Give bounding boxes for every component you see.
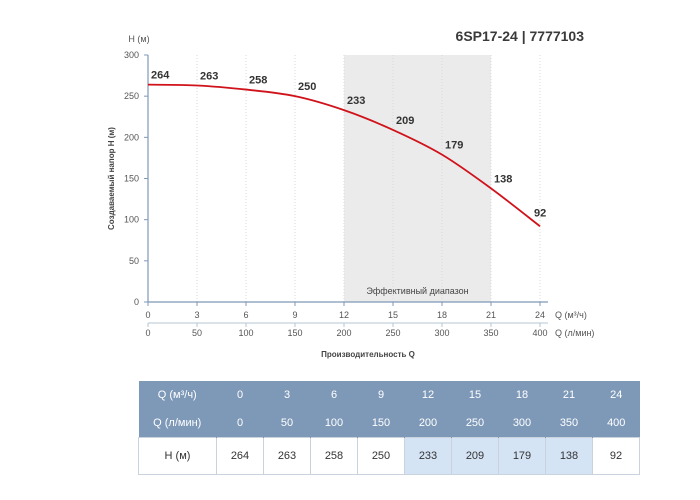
table-cell: 200	[404, 409, 452, 438]
table-cell: 0	[216, 409, 264, 438]
data-label: 258	[249, 75, 267, 87]
y-tick-label: 300	[124, 50, 139, 60]
table-cell: 100	[310, 409, 358, 438]
y-tick-label: 50	[129, 256, 139, 266]
x-tick-label: 15	[388, 310, 398, 320]
table-cell: 179	[498, 437, 546, 475]
table-cell: 50	[263, 409, 311, 438]
table-cell: 21	[545, 381, 593, 409]
table-cell: 150	[357, 409, 405, 438]
tick-labels: 0501001502002503000035061009150122001525…	[107, 34, 594, 359]
grid-lines	[196, 55, 541, 302]
table-cell: 0	[216, 381, 264, 409]
table-cell: 250	[451, 409, 499, 438]
y-tick-label: 0	[134, 297, 139, 307]
efficient-range-band-group: Эффективный диапазон	[344, 55, 491, 302]
efficient-range-band	[344, 55, 491, 302]
data-label: 263	[200, 70, 218, 82]
table-cell: 264	[216, 437, 264, 475]
x2-tick-label: 300	[434, 328, 449, 338]
x-unit-secondary: Q (л/мин)	[555, 328, 594, 338]
x2-tick-label: 50	[192, 328, 202, 338]
performance-table: Q (м³/ч) 0 3 6 9 12 15 18 21 24 Q (л/мин) 0 50 100 150…	[138, 381, 640, 475]
head-curve-line	[147, 83, 541, 227]
y-tick-label: 150	[124, 174, 139, 184]
table-cell: 258	[310, 437, 358, 475]
x2-tick-label: 250	[385, 328, 400, 338]
x-tick-label: 6	[243, 310, 248, 320]
data-label: 138	[494, 173, 512, 185]
pump-curve-chart: Эффективный диапазон 0501001502002503000…	[107, 34, 594, 359]
y-tick-label: 250	[124, 91, 139, 101]
x-tick-label: 3	[194, 310, 199, 320]
data-label: 179	[445, 140, 463, 152]
table-row: Q (м³/ч) 0 3 6 9 12 15 18 21 24	[138, 381, 640, 409]
x-tick-label: 24	[535, 310, 545, 320]
x-axis-title: Производительность Q	[321, 350, 415, 359]
y-tick-label: 200	[124, 132, 139, 142]
y-unit-label: H (м)	[128, 34, 149, 44]
table-cell: 138	[545, 437, 593, 475]
y-axis-title: Создаваемый напор H (м)	[107, 127, 116, 230]
data-labels: 264 263 258 250 233 209 179 138 92	[151, 70, 546, 220]
table-cell: 15	[451, 381, 499, 409]
model-title: 6SP17-24 | 7777103	[455, 28, 584, 44]
x2-tick-label: 100	[238, 328, 253, 338]
x2-tick-label: 150	[287, 328, 302, 338]
table-row-label: H (м)	[138, 437, 217, 475]
x-tick-label: 18	[437, 310, 447, 320]
table-cell: 209	[451, 437, 499, 475]
table-row: Q (л/мин) 0 50 100 150 200 250 300 350 400	[138, 409, 640, 438]
table-cell: 6	[310, 381, 358, 409]
data-label: 264	[151, 70, 170, 82]
table-row-label: Q (л/мин)	[138, 409, 217, 438]
table-cell: 92	[592, 437, 640, 475]
efficient-range-label: Эффективный диапазон	[366, 286, 468, 296]
x-tick-label: 12	[339, 310, 349, 320]
x-tick-label: 21	[486, 310, 496, 320]
data-label: 250	[298, 81, 316, 93]
x2-tick-label: 400	[532, 328, 547, 338]
table-cell: 3	[263, 381, 311, 409]
table-row-label: Q (м³/ч)	[138, 381, 217, 409]
data-label: 233	[347, 95, 365, 107]
data-label: 209	[396, 115, 414, 127]
x-unit-primary: Q (м³/ч)	[555, 310, 587, 320]
x-tick-label: 9	[292, 310, 297, 320]
table-cell: 400	[592, 409, 640, 438]
x-tick-label: 0	[145, 310, 150, 320]
x2-tick-label: 350	[483, 328, 498, 338]
table-cell: 350	[545, 409, 593, 438]
table-cell: 250	[357, 437, 405, 475]
table-cell: 18	[498, 381, 546, 409]
table-cell: 24	[592, 381, 640, 409]
table-cell: 233	[404, 437, 452, 475]
x2-tick-label: 200	[336, 328, 351, 338]
table-cell: 263	[263, 437, 311, 475]
data-label: 92	[534, 207, 546, 219]
table-cell: 300	[498, 409, 546, 438]
table-cell: 9	[357, 381, 405, 409]
x2-tick-label: 0	[145, 328, 150, 338]
table-cell: 12	[404, 381, 452, 409]
y-tick-label: 100	[124, 215, 139, 225]
table-row: H (м) 264 263 258 250 233 209 179 138 92	[138, 437, 640, 475]
series-group	[147, 83, 541, 227]
